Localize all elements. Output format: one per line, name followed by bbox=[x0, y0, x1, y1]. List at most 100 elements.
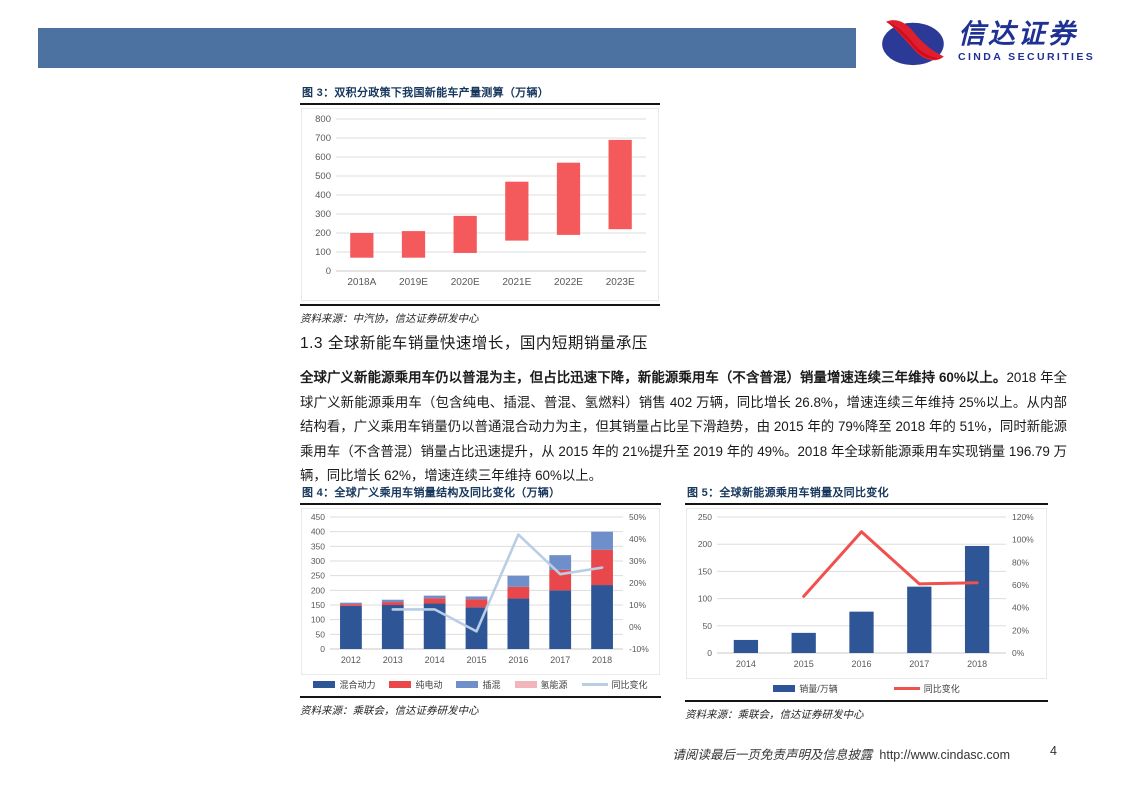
svg-text:2016: 2016 bbox=[508, 655, 528, 665]
figure5-title: 图 5：全球新能源乘用车销量及同比变化 bbox=[685, 484, 1048, 505]
svg-text:400: 400 bbox=[311, 527, 325, 537]
svg-text:0: 0 bbox=[326, 266, 331, 277]
legend-item: 同比变化 bbox=[581, 678, 648, 691]
legend-label: 同比变化 bbox=[611, 680, 648, 690]
svg-text:2017: 2017 bbox=[550, 655, 570, 665]
svg-text:100: 100 bbox=[311, 615, 325, 625]
svg-text:80%: 80% bbox=[1012, 557, 1029, 567]
svg-text:300: 300 bbox=[315, 209, 331, 220]
svg-text:600: 600 bbox=[315, 152, 331, 163]
svg-text:2021E: 2021E bbox=[502, 277, 531, 288]
legend-line-swatch bbox=[581, 683, 608, 686]
svg-text:30%: 30% bbox=[629, 556, 646, 566]
svg-text:2020E: 2020E bbox=[451, 277, 480, 288]
svg-text:20%: 20% bbox=[1012, 625, 1029, 635]
svg-text:50: 50 bbox=[703, 621, 713, 631]
svg-text:2015: 2015 bbox=[794, 659, 814, 669]
figure-5: 图 5：全球新能源乘用车销量及同比变化 0 50 100 150 200 250 0% 20%… bbox=[685, 484, 1048, 722]
legend-label: 同比变化 bbox=[923, 684, 960, 694]
figure-4: 图 4：全球广义乘用车销量结构及同比变化（万辆） 0 50 100 150 200 250… bbox=[300, 484, 661, 718]
svg-text:40%: 40% bbox=[629, 534, 646, 544]
svg-text:450: 450 bbox=[311, 512, 325, 522]
svg-text:2019E: 2019E bbox=[399, 277, 428, 288]
svg-text:150: 150 bbox=[311, 600, 325, 610]
svg-text:50: 50 bbox=[316, 629, 326, 639]
svg-text:2022E: 2022E bbox=[554, 277, 583, 288]
svg-text:250: 250 bbox=[698, 512, 712, 522]
figure5-source: 资料来源：乘联会，信达证券研发中心 bbox=[685, 709, 864, 721]
svg-text:0: 0 bbox=[320, 644, 325, 654]
svg-text:2018: 2018 bbox=[967, 659, 987, 669]
svg-text:2023E: 2023E bbox=[606, 277, 635, 288]
svg-text:2013: 2013 bbox=[383, 655, 403, 665]
fig4-plot: 0 50 100 150 200 250 300 350 400 450 -10% 0% 10% 20% 3… bbox=[311, 512, 649, 665]
svg-text:2018: 2018 bbox=[592, 655, 612, 665]
footer-url-link[interactable]: http://www.cindasc.com bbox=[879, 748, 1010, 762]
legend-item: 销量/万辆 bbox=[773, 682, 838, 695]
figure5-chart: 0 50 100 150 200 250 0% 20% 40% 60% 80% 100% 120% 201… bbox=[686, 508, 1047, 679]
figure5-body: 0 50 100 150 200 250 0% 20% 40% 60% 80% 100% 120% 201… bbox=[685, 505, 1048, 702]
figure4-legend: 混合动力 纯电动 插混 氢能源 同比变化 bbox=[301, 675, 660, 693]
svg-text:2012: 2012 bbox=[341, 655, 361, 665]
legend-line-swatch bbox=[893, 687, 920, 690]
svg-text:200: 200 bbox=[311, 585, 325, 595]
svg-text:100: 100 bbox=[315, 247, 331, 258]
svg-text:40%: 40% bbox=[1012, 603, 1029, 613]
svg-text:0: 0 bbox=[707, 648, 712, 658]
legend-bar-swatch bbox=[389, 681, 412, 688]
legend-bar-swatch bbox=[456, 681, 479, 688]
svg-text:800: 800 bbox=[315, 114, 331, 125]
legend-bar-swatch bbox=[773, 685, 796, 692]
figure4-source: 资料来源：乘联会，信达证券研发中心 bbox=[300, 705, 479, 717]
svg-text:250: 250 bbox=[311, 571, 325, 581]
svg-text:10%: 10% bbox=[629, 600, 646, 610]
legend-item: 氢能源 bbox=[514, 678, 568, 691]
paragraph-rest: 2018 年全球广义新能源乘用车（包含纯电、插混、普混、氢燃料）销售 402 万… bbox=[300, 370, 1067, 484]
figure-3: 图 3：双积分政策下我国新能车产量测算（万辆） 0 100 200 300 400 500… bbox=[300, 84, 660, 326]
figure3-source: 资料来源：中汽协，信达证券研发中心 bbox=[300, 313, 479, 325]
figure4-chart: 0 50 100 150 200 250 300 350 400 450 -10% 0% 10% 20% 3… bbox=[301, 508, 660, 675]
svg-text:2014: 2014 bbox=[425, 655, 445, 665]
legend-label: 氢能源 bbox=[540, 680, 568, 690]
legend-item: 纯电动 bbox=[389, 678, 442, 691]
svg-text:0%: 0% bbox=[1012, 648, 1025, 658]
svg-text:2014: 2014 bbox=[736, 659, 756, 669]
cinda-logo: 信达证券 CINDA SECURITIES bbox=[878, 16, 1095, 68]
header-bar bbox=[38, 28, 856, 68]
svg-text:60%: 60% bbox=[1012, 580, 1029, 590]
svg-text:200: 200 bbox=[315, 228, 331, 239]
cinda-logo-icon bbox=[882, 20, 944, 66]
svg-text:300: 300 bbox=[311, 556, 325, 566]
paragraph-bold-lead: 全球广义新能源乘用车仍以普混为主，但占比迅速下降，新能源乘用车（不含普混）销量增… bbox=[300, 370, 1007, 385]
legend-label: 销量/万辆 bbox=[799, 684, 838, 694]
svg-text:400: 400 bbox=[315, 190, 331, 201]
legend-bar-swatch bbox=[514, 681, 537, 688]
svg-text:20%: 20% bbox=[629, 578, 646, 588]
svg-text:120%: 120% bbox=[1012, 512, 1034, 522]
logo-name-en: CINDA SECURITIES bbox=[958, 51, 1096, 63]
svg-text:100%: 100% bbox=[1012, 535, 1034, 545]
svg-text:2018A: 2018A bbox=[347, 277, 376, 288]
svg-text:700: 700 bbox=[315, 133, 331, 144]
fig5-plot: 0 50 100 150 200 250 0% 20% 40% 60% 80% 100% 120% 201… bbox=[698, 512, 1034, 669]
svg-text:50%: 50% bbox=[629, 512, 646, 522]
figure3-title: 图 3：双积分政策下我国新能车产量测算（万辆） bbox=[300, 84, 660, 105]
fig3-plot: 0 100 200 300 400 500 600 700 800 2018A 2019E 2020E… bbox=[315, 114, 646, 288]
figure5-legend: 销量/万辆 同比变化 bbox=[686, 679, 1047, 697]
svg-text:2016: 2016 bbox=[851, 659, 871, 669]
svg-text:500: 500 bbox=[315, 171, 331, 182]
legend-label: 插混 bbox=[482, 680, 501, 690]
figure4-body: 0 50 100 150 200 250 300 350 400 450 -10% 0% 10% 20% 3… bbox=[300, 505, 661, 698]
footer-disclaimer: 请阅读最后一页免责声明及信息披露 bbox=[672, 747, 873, 762]
svg-text:-10%: -10% bbox=[629, 644, 649, 654]
svg-text:200: 200 bbox=[698, 539, 712, 549]
figure3-chart: 0 100 200 300 400 500 600 700 800 2018A 2019E 2020E… bbox=[301, 108, 659, 301]
page-number: 4 bbox=[1050, 744, 1057, 758]
svg-text:150: 150 bbox=[698, 566, 712, 576]
legend-item: 同比变化 bbox=[893, 682, 960, 695]
figure3-body: 0 100 200 300 400 500 600 700 800 2018A 2019E 2020E… bbox=[300, 105, 660, 306]
footer: 请阅读最后一页免责声明及信息披露 http://www.cindasc.com bbox=[560, 744, 1010, 763]
svg-text:2015: 2015 bbox=[466, 655, 486, 665]
svg-text:350: 350 bbox=[311, 541, 325, 551]
